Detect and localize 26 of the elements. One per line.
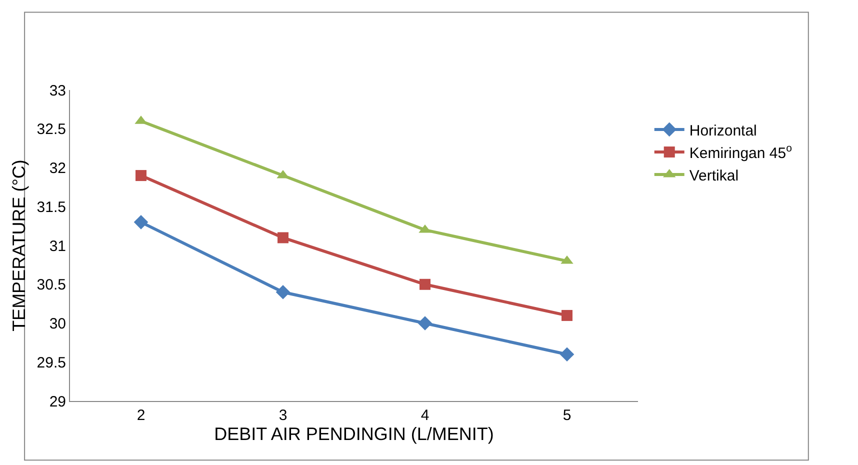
y-tick-label: 29 [49, 393, 66, 410]
y-tick-label: 31 [49, 238, 66, 255]
y-tick-label: 30.5 [36, 276, 66, 294]
x-tick-label: 5 [562, 407, 572, 424]
y-tick-label: 33 [49, 82, 66, 100]
point [418, 316, 432, 330]
legend-label: Horizontal [689, 122, 757, 140]
x-axis-title: DEBIT AIR PENDINGIN (L/MENIT) [214, 424, 494, 444]
legend-label: Vertikal [689, 167, 739, 184]
x-tick-label: 2 [136, 407, 146, 424]
y-tick-label: 29.5 [36, 354, 66, 372]
point [420, 278, 430, 290]
point [560, 347, 574, 362]
x-tick-label: 3 [278, 407, 288, 424]
y-axis-title: TEMPERATURE (°C) [8, 160, 29, 332]
x-tick-label: 4 [420, 407, 430, 424]
y-tick-label: 32.5 [36, 121, 66, 138]
y-tick-label: 30 [49, 316, 66, 332]
y-tick-label: 31.5 [36, 198, 66, 216]
point [136, 170, 146, 182]
point [134, 215, 148, 230]
point [562, 310, 572, 321]
point [276, 285, 290, 300]
legend-label: Kemiringan 45$^{o}$ [689, 142, 792, 162]
point [278, 232, 288, 244]
y-tick-label: 32 [49, 160, 66, 177]
